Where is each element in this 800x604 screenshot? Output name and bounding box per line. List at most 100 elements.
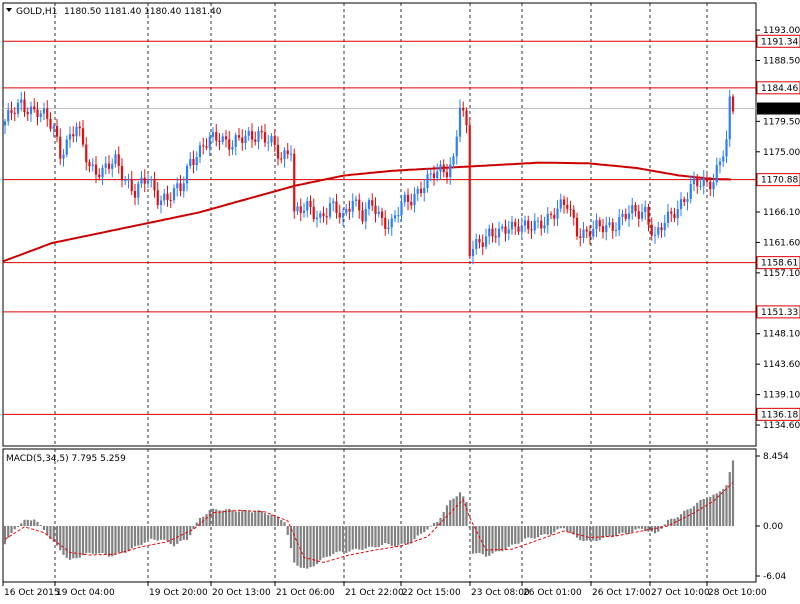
macd-bar: [120, 526, 124, 553]
macd-bar: [556, 526, 559, 530]
candle-bull: [676, 209, 679, 219]
candle-bull: [689, 184, 692, 199]
macd-bar: [406, 526, 410, 545]
macd-header-label: MACD(5,34,5) 7.795 5.259: [6, 454, 126, 464]
macd-bar: [228, 508, 231, 526]
candle-bull: [198, 145, 202, 158]
candle-bear: [374, 205, 377, 215]
candle-bear: [527, 220, 530, 230]
macd-bar: [429, 525, 432, 527]
candle-bull: [75, 126, 78, 137]
macd-bar: [33, 519, 36, 526]
candle-bull: [114, 154, 117, 164]
y-tick-label: 1134.60: [763, 421, 800, 431]
macd-bar: [39, 525, 42, 526]
macd-bar: [231, 510, 234, 526]
macd-bar: [585, 526, 588, 541]
candle-bull: [699, 186, 702, 188]
candle-bear: [705, 178, 709, 182]
macd-bar: [631, 526, 634, 533]
candle-bear: [348, 208, 351, 212]
candle-bull: [65, 139, 68, 155]
macd-bar: [254, 511, 257, 526]
candle-bear: [494, 236, 497, 238]
candle-bear: [322, 213, 325, 217]
candle-bull: [221, 136, 224, 142]
candle-bull: [429, 173, 432, 175]
candle-bear: [572, 209, 575, 218]
candle-bull: [455, 136, 458, 157]
candle-bull: [640, 212, 644, 219]
macd-bar: [413, 526, 416, 540]
macd-bar: [725, 485, 728, 526]
macd-bar: [475, 526, 478, 554]
candle-bull: [91, 164, 94, 167]
candle-bull: [387, 227, 390, 229]
candle-bear: [553, 214, 556, 219]
macd-bar: [572, 526, 575, 535]
candle-bear: [380, 211, 384, 218]
macd-bar: [166, 526, 169, 542]
macd-bar: [497, 526, 501, 552]
candle-bull: [614, 230, 618, 232]
macd-bar: [270, 514, 273, 526]
candle-bull: [341, 213, 345, 218]
candle-bear: [215, 132, 218, 141]
x-tick-label: 16 Oct 2015: [4, 588, 60, 598]
macd-bar: [663, 524, 666, 526]
candle-bull: [127, 179, 130, 181]
candle-bear: [585, 229, 588, 232]
macd-bar: [52, 526, 55, 542]
macd-bar: [293, 526, 296, 563]
candle-bull: [631, 205, 634, 214]
macd-bar: [598, 526, 601, 541]
macd-bar: [637, 526, 640, 529]
candle-bear: [218, 140, 221, 142]
candle-bear: [338, 212, 341, 218]
candle-bear: [660, 227, 663, 231]
candle-bear: [81, 128, 85, 145]
candle-bull: [104, 163, 107, 168]
macd-bar: [101, 526, 104, 553]
candle-bull: [679, 199, 683, 210]
candle-bear: [299, 206, 302, 213]
macd-bar: [179, 526, 182, 542]
candle-bull: [172, 188, 176, 201]
macd-bar: [176, 526, 179, 544]
macd-bar: [595, 526, 598, 542]
candle-bull: [345, 208, 348, 214]
candle-bull: [546, 213, 549, 226]
macd-bar: [283, 522, 286, 526]
candle-bull: [390, 218, 393, 228]
macd-bar: [387, 526, 390, 544]
y-tick-label: 1161.60: [763, 238, 800, 248]
candle-bull: [452, 156, 455, 165]
macd-bar: [644, 526, 647, 532]
candle-bear: [55, 126, 59, 137]
macd-bar: [562, 526, 566, 529]
y-tick-label: 1166.10: [763, 208, 800, 218]
macd-bar: [549, 526, 553, 535]
level-label-box: [756, 407, 800, 421]
macd-bar: [582, 526, 585, 542]
candle-bull: [367, 200, 371, 209]
macd-bar: [504, 526, 507, 550]
candle-bear: [260, 130, 263, 133]
macd-bar: [523, 526, 527, 539]
y-tick-label: 1175.00: [763, 148, 800, 158]
macd-bar: [150, 526, 153, 539]
macd-bar: [182, 526, 185, 540]
macd-bar: [605, 526, 608, 537]
macd-bar: [215, 509, 218, 526]
macd-bar: [653, 526, 657, 534]
candle-bull: [296, 206, 299, 212]
candle-bull: [484, 236, 488, 247]
macd-bar: [709, 496, 712, 526]
candle-bull: [159, 200, 163, 205]
candle-bull: [618, 216, 621, 231]
candle-bull: [283, 150, 286, 160]
candle-bear: [263, 132, 267, 143]
candle-bull: [62, 154, 65, 159]
candle-bear: [361, 210, 364, 222]
